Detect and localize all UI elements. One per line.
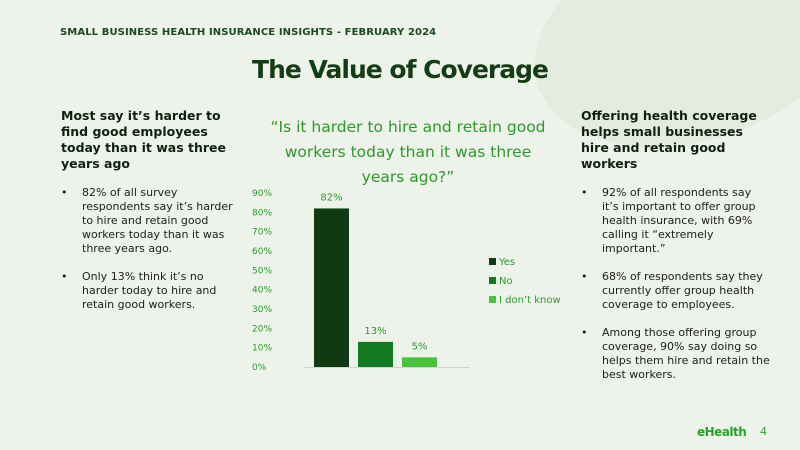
right-bullet: 92% of all respondents say it’s importan… (581, 186, 771, 256)
left-bullet-list: 82% of all survey respondents say it’s h… (61, 186, 239, 312)
legend-label: No (499, 276, 513, 287)
page-number: 4 (760, 425, 767, 438)
y-tick-label: 60% (252, 247, 272, 257)
bar-1 (358, 341, 393, 367)
chart-title: “Is it harder to hire and retain good wo… (270, 118, 546, 186)
slide-title: The Value of Coverage (252, 55, 549, 84)
right-column: Offering health coverage helps small bus… (581, 108, 771, 396)
y-tick-label: 70% (252, 228, 272, 238)
right-bullet: Among those offering group coverage, 90%… (581, 326, 771, 382)
y-tick-label: 40% (252, 286, 272, 296)
y-tick-label: 0% (252, 363, 267, 373)
right-heading: Offering health coverage helps small bus… (581, 108, 757, 171)
y-tick-label: 80% (252, 208, 272, 218)
y-tick-label: 90% (252, 189, 272, 199)
legend-swatch (489, 258, 496, 265)
legend-label: Yes (498, 257, 515, 268)
bar-0 (314, 208, 349, 367)
ehealth-logo: eHealth (697, 425, 747, 439)
legend-swatch (489, 296, 496, 303)
bar-2 (402, 357, 437, 367)
legend-label: I don’t know (499, 295, 561, 306)
y-tick-label: 50% (252, 266, 272, 276)
y-tick-label: 20% (252, 324, 272, 334)
y-tick-label: 30% (252, 305, 272, 315)
bar-value-label: 5% (412, 341, 428, 352)
left-bullet: Only 13% think it’s no harder today to h… (61, 270, 239, 312)
left-bullet: 82% of all survey respondents say it’s h… (61, 186, 239, 256)
y-tick-label: 10% (252, 344, 272, 354)
report-eyebrow: SMALL BUSINESS HEALTH INSURANCE INSIGHTS… (60, 27, 437, 38)
bar-value-label: 13% (364, 326, 386, 337)
left-heading: Most say it’s harder to find good employ… (61, 108, 227, 171)
bar-value-label: 82% (320, 192, 342, 203)
right-bullet: 68% of respondents say they currently of… (581, 270, 771, 312)
legend-swatch (489, 277, 496, 284)
left-column: Most say it’s harder to find good employ… (61, 108, 239, 326)
right-bullet-list: 92% of all respondents say it’s importan… (581, 186, 771, 382)
